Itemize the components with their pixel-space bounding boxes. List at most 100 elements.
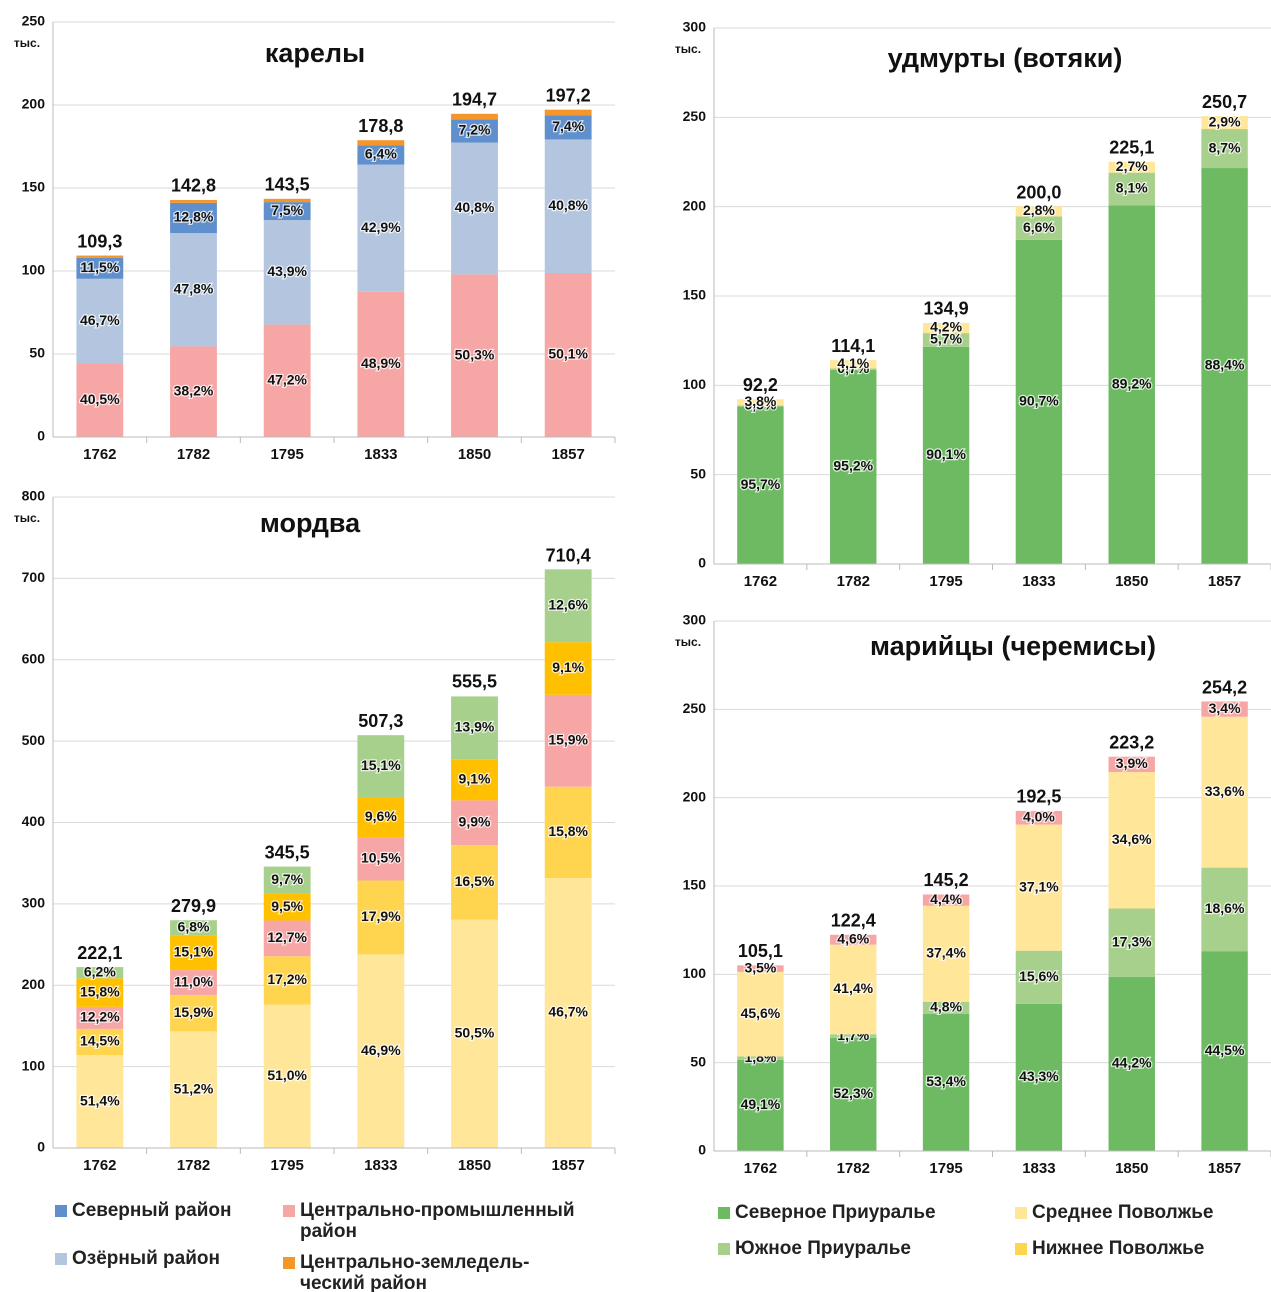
legend-item: Озёрный район <box>55 1248 255 1269</box>
total-label: 194,7 <box>452 90 497 110</box>
segment-label: 5,7% <box>930 331 962 347</box>
bar-segment <box>357 291 405 437</box>
segment-label: 9,1% <box>459 771 491 787</box>
bar-segment <box>544 272 592 437</box>
y-tick-label: 200 <box>22 976 46 992</box>
y-tick-label: 100 <box>22 1057 46 1073</box>
legend-label: Южное Приуралье <box>735 1238 911 1259</box>
legend-item: Среднее Поволжье <box>1015 1202 1265 1223</box>
y-tick-label: 150 <box>683 877 707 893</box>
segment-label: 40,5% <box>80 391 120 407</box>
total-label: 105,1 <box>738 941 783 961</box>
bar-segment <box>1108 756 1155 773</box>
bar-segment <box>922 1014 970 1151</box>
bar-segment <box>737 1056 784 1060</box>
segment-label: 42,9% <box>361 219 401 235</box>
segment-label: 10,5% <box>361 850 401 866</box>
segment-label: 37,1% <box>1019 878 1059 894</box>
segment-label: 49,1% <box>741 1096 781 1112</box>
bar-segment <box>170 920 217 936</box>
segment-label: 90,7% <box>1019 393 1059 409</box>
y-tick-label: 300 <box>683 612 707 628</box>
bar-segment <box>830 369 877 564</box>
total-label: 507,3 <box>358 711 403 731</box>
segment-label: 89,2% <box>1112 375 1152 391</box>
legend-item: Нижнее Поволжье <box>1015 1238 1265 1259</box>
y-tick-label: 300 <box>22 895 46 911</box>
y-tick-label: 0 <box>37 428 45 444</box>
bar-segment <box>76 278 124 364</box>
bar-segment <box>357 880 405 955</box>
bar-segment <box>263 893 311 921</box>
x-tick-label: 1833 <box>364 446 397 463</box>
y-tick-label: 50 <box>29 345 45 361</box>
bar-segment <box>76 1006 124 1029</box>
bar-segment <box>830 1037 877 1151</box>
segment-label: 12,6% <box>548 596 588 612</box>
bar-segment <box>357 797 405 838</box>
x-tick-label: 1850 <box>458 446 491 463</box>
segment-label: 12,8% <box>174 209 214 225</box>
y-tick-label: 200 <box>22 96 46 112</box>
bar-segment <box>1201 116 1248 130</box>
legend-label: Нижнее Поволжье <box>1032 1238 1205 1259</box>
legend-label: Среднее Поволжье <box>1032 1202 1214 1223</box>
x-tick-label: 1857 <box>1208 573 1241 590</box>
bar-segment <box>1201 867 1248 952</box>
legend-swatch <box>1015 1207 1027 1219</box>
segment-label: 17,3% <box>1112 933 1152 949</box>
segment-label: 34,6% <box>1112 831 1152 847</box>
y-tick-label: 500 <box>22 732 46 748</box>
bar-segment <box>357 954 405 1148</box>
x-tick-label: 1762 <box>83 1157 116 1174</box>
segment-label: 4,6% <box>837 930 869 946</box>
y-unit: тыс. <box>14 36 40 50</box>
segment-label: 50,1% <box>548 346 588 362</box>
y-tick-label: 100 <box>683 376 707 392</box>
x-tick-label: 1850 <box>1115 573 1148 590</box>
segment-label: 4,0% <box>1023 808 1055 824</box>
bar-segment <box>1015 216 1063 240</box>
segment-label: 6,4% <box>365 146 397 162</box>
y-tick-label: 0 <box>698 1142 706 1158</box>
legend-label: Центрально-промышленный район <box>300 1200 575 1242</box>
bar-segment <box>170 1031 217 1148</box>
chart-title: удмурты (вотяки) <box>888 43 1123 73</box>
bar-segment <box>544 115 592 140</box>
segment-label: 7,4% <box>552 118 584 134</box>
segment-label: 43,9% <box>267 263 307 279</box>
segment-label: 43,3% <box>1019 1068 1059 1084</box>
bar-segment <box>737 1059 784 1151</box>
legend-label: Центрально-земледель-ческий район <box>300 1252 530 1292</box>
segment-label: 44,5% <box>1205 1042 1245 1058</box>
bar-segment <box>170 202 217 234</box>
y-tick-label: 400 <box>22 813 46 829</box>
y-tick-label: 300 <box>683 19 707 35</box>
total-label: 142,8 <box>171 176 216 196</box>
bar-segment <box>170 199 217 203</box>
bar-segment <box>922 905 970 1002</box>
x-tick-label: 1857 <box>551 1157 584 1174</box>
bar-segment <box>544 139 592 273</box>
total-label: 114,1 <box>831 336 875 356</box>
bar-segment <box>76 255 124 258</box>
x-tick-label: 1782 <box>177 446 210 463</box>
segment-label: 51,2% <box>174 1080 214 1096</box>
bar-segment <box>922 1001 970 1015</box>
total-label: 200,0 <box>1016 182 1061 202</box>
bar-segment <box>170 995 217 1032</box>
segment-label: 15,9% <box>174 1004 214 1020</box>
bar-segment <box>357 837 405 881</box>
bar-segment <box>1015 239 1063 564</box>
segment-label: 9,5% <box>271 898 303 914</box>
segment-label: 45,6% <box>741 1005 781 1021</box>
bar-segment <box>263 198 311 203</box>
segment-label: 40,8% <box>548 197 588 213</box>
segment-label: 7,5% <box>271 202 303 218</box>
segment-label: 3,8% <box>744 393 776 409</box>
bar-segment <box>737 965 784 972</box>
bar-segment <box>737 399 784 406</box>
bar-segment <box>544 878 592 1148</box>
bar-segment <box>1108 908 1155 977</box>
